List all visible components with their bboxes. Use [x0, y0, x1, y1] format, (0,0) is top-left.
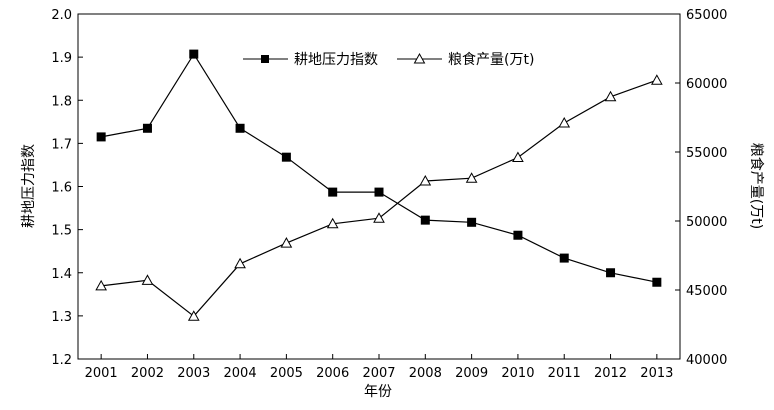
data-point-production — [373, 212, 385, 223]
right-tick-label: 60000 — [686, 77, 727, 92]
right-tick-label: 40000 — [686, 353, 727, 368]
left-tick-label: 1.7 — [51, 137, 72, 152]
data-point-pressure — [189, 49, 199, 59]
data-point-pressure — [467, 217, 477, 227]
x-tick-label: 2013 — [640, 366, 673, 381]
series-markers — [95, 49, 663, 321]
data-point-pressure — [559, 253, 569, 263]
data-point-production — [512, 151, 524, 163]
left-tick-label: 2.0 — [51, 8, 72, 23]
data-point-production — [604, 90, 617, 102]
right-axis-ticks: 40000 45000 50000 55000 60000 65000 — [675, 8, 727, 368]
chart-axes — [77, 13, 681, 360]
x-tick-label: 2007 — [362, 366, 395, 381]
legend-label-production: 粮食产量(万t) — [448, 51, 534, 68]
series-line-pressure — [101, 52, 657, 283]
data-point-production — [419, 174, 432, 186]
left-tick-label: 1.3 — [51, 310, 72, 325]
x-tick-label: 2012 — [594, 366, 627, 381]
legend-triangle-marker — [413, 52, 426, 64]
left-tick-label: 1.5 — [51, 224, 72, 239]
data-point-pressure — [96, 132, 106, 142]
left-tick-label: 1.9 — [51, 51, 72, 66]
data-point-production — [234, 257, 246, 269]
data-point-pressure — [420, 215, 430, 225]
data-point-pressure — [328, 187, 338, 197]
legend-square-marker — [261, 55, 269, 63]
left-tick-label: 1.8 — [51, 94, 72, 109]
right-axis-title: 粮食产量(万t) — [748, 143, 765, 229]
x-axis-ticks: 2001 2002 2003 2004 2005 2006 2007 2008 2009 2010… — [85, 354, 673, 381]
x-tick-label: 2009 — [455, 366, 488, 381]
series-line-production — [101, 79, 658, 318]
x-tick-label: 2001 — [85, 366, 118, 381]
legend-label-pressure: 耕地压力指数 — [294, 51, 378, 68]
right-tick-label: 50000 — [686, 215, 727, 230]
data-point-production — [558, 116, 571, 128]
right-tick-label: 65000 — [686, 8, 727, 23]
data-point-pressure — [142, 123, 152, 133]
data-point-production — [95, 279, 108, 291]
data-point-production — [650, 74, 663, 85]
left-axis-ticks: 1.2 1.3 1.4 1.5 1.6 1.7 1.8 1.9 2.0 — [51, 8, 83, 368]
data-point-production — [326, 217, 339, 229]
data-point-production — [141, 274, 154, 285]
right-tick-label: 55000 — [686, 146, 727, 161]
data-point-pressure — [281, 152, 291, 162]
series-lines — [101, 52, 658, 318]
legend: 耕地压力指数 粮食产量(万t) — [243, 51, 534, 68]
left-tick-label: 1.4 — [51, 267, 72, 282]
x-tick-label: 2005 — [270, 366, 303, 381]
right-tick-label: 45000 — [686, 284, 727, 299]
data-point-pressure — [652, 277, 662, 287]
data-point-pressure — [235, 123, 245, 133]
data-point-pressure — [606, 268, 616, 278]
data-point-production — [280, 237, 293, 248]
data-point-pressure — [513, 230, 523, 240]
data-point-production — [465, 172, 478, 183]
x-tick-label: 2008 — [409, 366, 442, 381]
plot-frame — [77, 13, 681, 360]
left-tick-label: 1.2 — [51, 353, 72, 368]
x-tick-label: 2010 — [501, 366, 534, 381]
x-tick-label: 2002 — [131, 366, 164, 381]
data-point-production — [187, 310, 200, 321]
x-tick-label: 2003 — [177, 366, 210, 381]
x-tick-label: 2006 — [316, 366, 349, 381]
left-tick-label: 1.6 — [51, 181, 72, 196]
x-axis-title: 年份 — [364, 384, 392, 400]
x-tick-label: 2011 — [548, 366, 581, 381]
left-axis-title: 耕地压力指数 — [20, 144, 37, 228]
x-tick-label: 2004 — [224, 366, 257, 381]
data-point-pressure — [374, 187, 384, 197]
